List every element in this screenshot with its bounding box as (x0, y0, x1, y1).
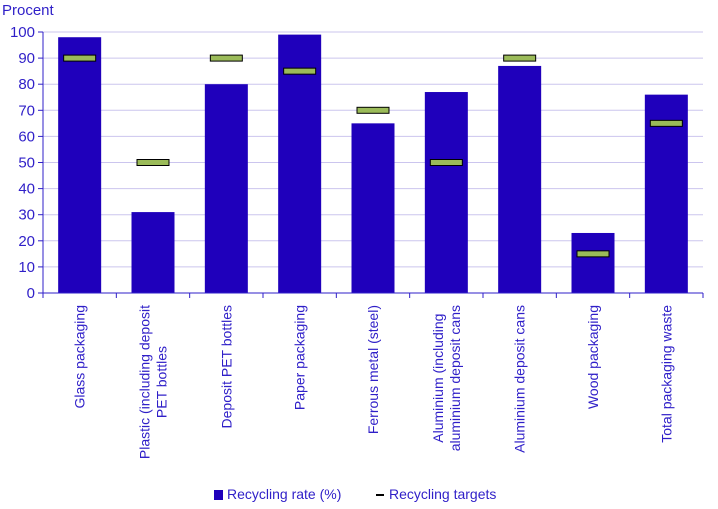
x-tick-label: Total packaging waste (658, 305, 674, 443)
bar (571, 232, 615, 293)
y-tick-label: 40 (18, 181, 35, 198)
x-tick-label-line: PET bottles (154, 346, 170, 418)
target-marker (63, 54, 97, 62)
axes: 0 10 20 30 40 50 60 70 80 90 100 (10, 24, 704, 302)
y-tick-label: 80 (18, 76, 35, 93)
bar (131, 212, 175, 293)
target-marker (136, 159, 170, 166)
legend: Recycling rate (%) Recycling targets (214, 486, 496, 502)
target-marker (649, 119, 683, 127)
x-tick-label: Aluminium deposit cans (512, 305, 528, 453)
x-tick-label: Glass packaging (72, 305, 88, 409)
x-tick-label: Plastic (including deposit PET bottles (137, 305, 170, 459)
legend-label-targets: Recycling targets (389, 486, 496, 502)
y-tick-label: 20 (18, 233, 35, 250)
bar (58, 37, 102, 293)
x-tick-label-line: Glass packaging (72, 305, 88, 409)
x-tick-label-line: Wood packaging (585, 305, 601, 409)
x-tick-label: Ferrous metal (steel) (365, 305, 381, 434)
target-marker (576, 250, 610, 258)
bar (498, 65, 542, 294)
x-tick-label-line: Plastic (including deposit (137, 305, 153, 459)
target-marker (503, 54, 537, 62)
y-tick-label: 70 (18, 102, 35, 119)
x-tick-labels: Glass packaging Plastic (including deposi… (72, 305, 675, 459)
x-tick-label: Aluminium (including aluminium deposit ca… (430, 305, 463, 451)
bar (644, 94, 688, 293)
legend-swatch-targets (376, 494, 384, 496)
target-marker (209, 54, 243, 62)
x-tick-label-line: Deposit PET bottles (218, 305, 234, 428)
x-tick-label: Wood packaging (585, 305, 601, 409)
y-tick-label: 100 (10, 24, 35, 41)
y-tick-label: 50 (18, 155, 35, 172)
y-tick-label: 10 (18, 259, 35, 276)
target-markers (63, 54, 683, 258)
legend-label-rate: Recycling rate (%) (227, 486, 341, 502)
target-marker (283, 67, 317, 75)
y-axis-label: Procent (2, 2, 55, 19)
bar (351, 123, 395, 293)
bar (424, 92, 468, 293)
legend-swatch-rate (214, 490, 223, 500)
bar (278, 34, 322, 294)
x-tick-label: Deposit PET bottles (218, 305, 234, 428)
y-tick-label: 60 (18, 128, 35, 145)
x-tick-label-line: Total packaging waste (658, 305, 674, 443)
x-tick-label: Paper packaging (292, 305, 308, 410)
bars (58, 34, 688, 294)
x-tick-label-line: aluminium deposit cans (447, 305, 463, 451)
target-marker (356, 106, 390, 114)
bar (204, 84, 248, 293)
y-tick-label: 30 (18, 207, 35, 224)
x-tick-label-line: Paper packaging (292, 305, 308, 410)
y-tick-label: 90 (18, 50, 35, 67)
target-marker (429, 159, 463, 166)
x-tick-label-line: Ferrous metal (steel) (365, 305, 381, 434)
x-tick-label-line: Aluminium (including (430, 314, 446, 443)
y-tick-label: 0 (27, 285, 35, 302)
x-tick-label-line: Aluminium deposit cans (512, 305, 528, 453)
